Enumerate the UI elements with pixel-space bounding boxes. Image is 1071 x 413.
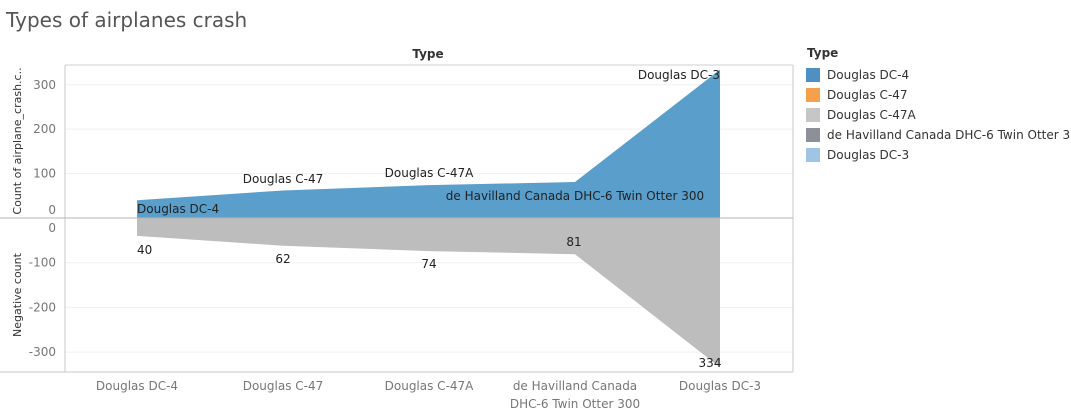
y-ticks: 0 100 200 300 0 -100 -200 -300 xyxy=(29,78,56,359)
y-tick-label: 0 xyxy=(48,203,56,217)
gridlines xyxy=(65,84,793,353)
area-marks xyxy=(137,69,720,368)
legend-swatch xyxy=(806,128,820,142)
top-data-label: Douglas DC-4 xyxy=(137,202,219,216)
top-y-axis-title: Count of airplane_crash.c.. xyxy=(11,67,24,214)
legend-swatch xyxy=(806,108,820,122)
bottom-data-label: 334 xyxy=(699,356,722,370)
x-tick-label: Douglas C-47A xyxy=(385,379,475,393)
bottom-data-label: 74 xyxy=(421,257,436,271)
legend-swatch xyxy=(806,148,820,162)
legend-item[interactable]: Douglas C-47A xyxy=(806,105,1068,125)
bottom-data-label: 40 xyxy=(137,243,152,257)
top-data-label: Douglas C-47A xyxy=(385,166,475,180)
y-tick-label: 200 xyxy=(33,122,56,136)
top-data-label: de Havilland Canada DHC-6 Twin Otter 300 xyxy=(446,189,704,203)
x-tick-label: de Havilland Canada xyxy=(513,379,637,393)
legend-label: Douglas C-47A xyxy=(827,108,916,122)
x-tick-label: DHC-6 Twin Otter 300 xyxy=(510,397,640,411)
bottom-y-axis-title: Negative count xyxy=(11,252,24,337)
legend-swatch xyxy=(806,88,820,102)
x-tick-label: Douglas DC-4 xyxy=(96,379,178,393)
legend-item[interactable]: de Havilland Canada DHC-6 Twin Otter 300 xyxy=(806,125,1071,145)
x-ticks: Douglas DC-4 Douglas C-47 Douglas C-47A de … xyxy=(96,379,761,411)
y-tick-label: 100 xyxy=(33,167,56,181)
legend-title: Type xyxy=(807,46,839,60)
legend-label: Douglas DC-3 xyxy=(827,148,910,162)
legend: Type Douglas DC-4 Douglas C-47 Douglas C-4… xyxy=(806,46,1071,165)
column-header: Type xyxy=(412,47,443,61)
legend-label: Douglas C-47 xyxy=(827,88,908,102)
legend-label: de Havilland Canada DHC-6 Twin Otter 300 xyxy=(827,128,1071,142)
data-labels: Douglas DC-4 Douglas C-47 Douglas C-47A de … xyxy=(137,68,721,370)
y-tick-label: -300 xyxy=(29,345,56,359)
chart-title: Types of airplanes crash xyxy=(6,8,248,32)
top-data-label: Douglas DC-3 xyxy=(638,68,720,82)
x-tick-label: Douglas C-47 xyxy=(243,379,324,393)
y-tick-label: 0 xyxy=(48,221,56,235)
y-tick-label: -200 xyxy=(29,300,56,314)
bottom-data-label: 62 xyxy=(275,252,290,266)
panel-frame xyxy=(0,64,794,373)
top-data-label: Douglas C-47 xyxy=(243,172,324,186)
legend-item[interactable]: Douglas DC-3 xyxy=(806,145,1068,165)
legend-label: Douglas DC-4 xyxy=(827,68,910,82)
y-tick-label: 300 xyxy=(33,78,56,92)
legend-item[interactable]: Douglas DC-4 xyxy=(806,65,1068,85)
x-tick-label: Douglas DC-3 xyxy=(679,379,761,393)
legend-items: Douglas DC-4 Douglas C-47 Douglas C-47A de … xyxy=(806,65,1071,165)
legend-swatch xyxy=(806,68,820,82)
bottom-data-label: 81 xyxy=(566,235,581,249)
bottom-area-series xyxy=(137,218,720,368)
top-area-series xyxy=(137,69,720,218)
y-tick-label: -100 xyxy=(29,256,56,270)
legend-item[interactable]: Douglas C-47 xyxy=(806,85,1068,105)
area-chart: Type Count of airplane_crash.c.. Negativ… xyxy=(0,47,794,411)
